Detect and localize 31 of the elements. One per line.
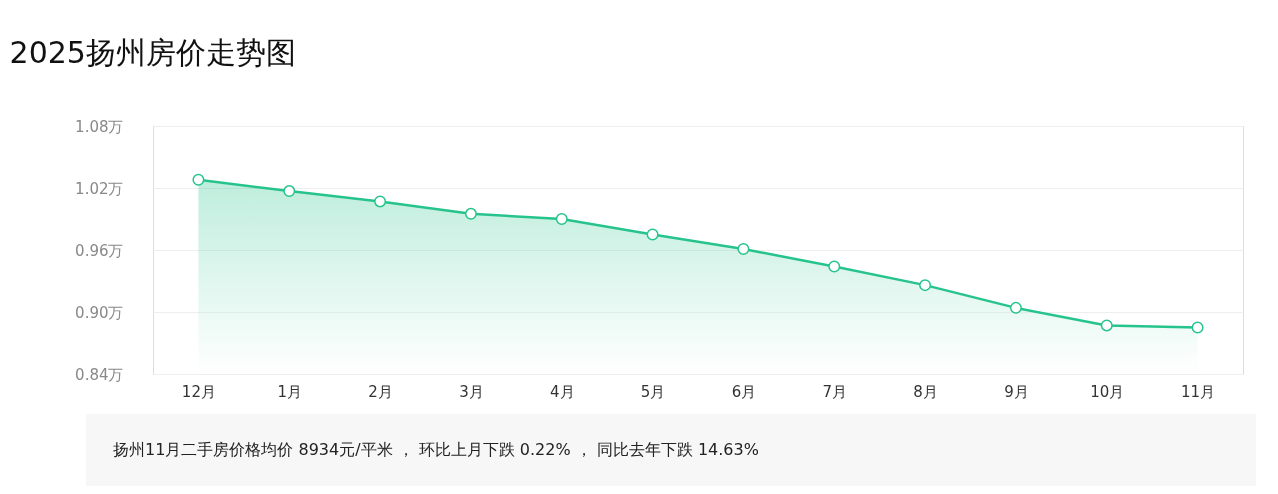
- point: [828, 260, 841, 273]
- x-tick-label: 4月: [549, 382, 575, 401]
- x-tick-label: 1月: [277, 382, 303, 401]
- x-tick-label: 6月: [731, 382, 757, 401]
- chart-title: 2025扬州房价走势图: [9, 35, 296, 70]
- point: [1100, 319, 1113, 332]
- point: [192, 173, 205, 186]
- text: 扬州11月二手房价格均价 8934元/平米 ， 环比上月下跌 0.22% ， 同比去年下跌 14.63%: [113, 440, 759, 459]
- point: [374, 195, 387, 208]
- point: [555, 213, 568, 225]
- y-tick-label: 0.96万: [75, 241, 124, 260]
- point: [283, 185, 296, 198]
- y-tick-label: 0.84万: [75, 365, 124, 384]
- point: [919, 279, 932, 292]
- point: [1191, 321, 1204, 334]
- y-tick-label: 1.02万: [75, 179, 124, 198]
- point: [464, 207, 477, 220]
- x-tick-label: 11月: [1181, 382, 1216, 401]
- x-tick-label: 7月: [822, 382, 848, 401]
- x-tick-label: 3月: [459, 382, 484, 401]
- y-tick-label: 0.90万: [75, 303, 124, 322]
- point: [646, 228, 659, 241]
- x-tick-label: 8月: [913, 382, 938, 401]
- x-tick-label: 5月: [640, 382, 666, 401]
- point: [737, 242, 750, 255]
- x-tick-label: 2月: [368, 382, 393, 401]
- x-tick-label: 12月: [181, 382, 216, 401]
- x-tick-label: 10月: [1090, 382, 1125, 401]
- point: [1009, 301, 1022, 314]
- y-tick-label: 1.08万: [75, 117, 124, 136]
- x-tick-label: 9月: [1004, 382, 1029, 401]
